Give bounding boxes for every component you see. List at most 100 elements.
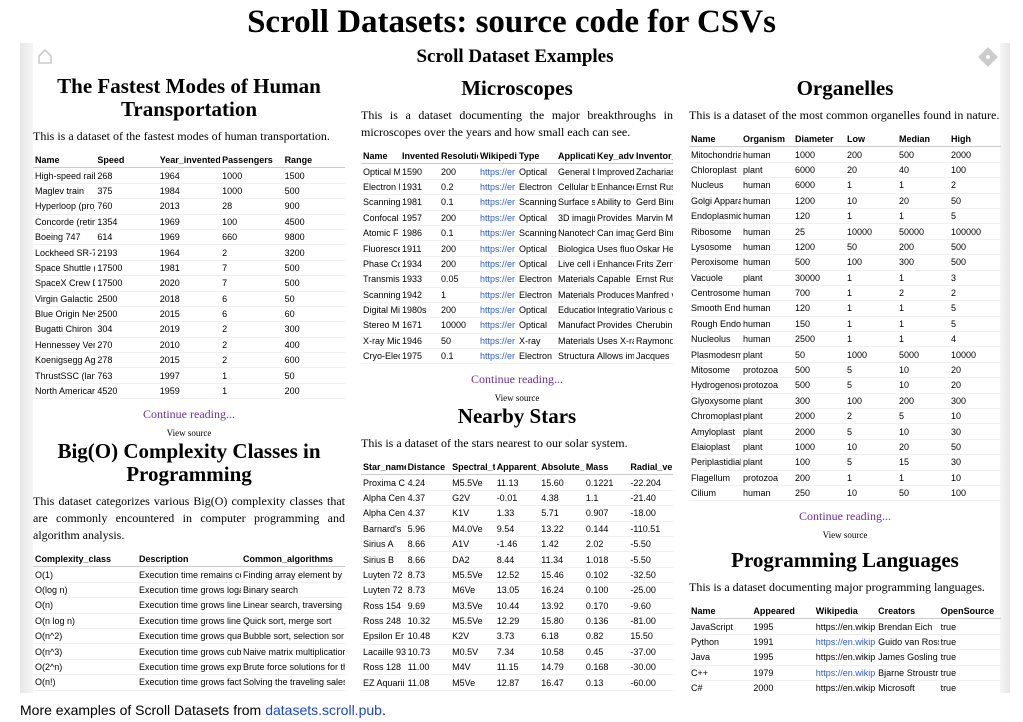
- table-cell: 1354: [95, 214, 158, 230]
- column-header: Low: [845, 132, 897, 148]
- table-cell: 1: [897, 300, 949, 317]
- link-cell[interactable]: https://er: [478, 302, 517, 319]
- table-cell: human: [741, 223, 793, 240]
- table-cell: M5Ve: [450, 690, 495, 693]
- continue-link[interactable]: Continue reading...: [799, 509, 891, 524]
- link-cell[interactable]: https://er: [478, 225, 517, 242]
- continue-link[interactable]: Continue reading...: [143, 407, 235, 422]
- table-cell: C#: [689, 680, 752, 693]
- table-cell: 1000: [845, 346, 897, 363]
- table-cell: Proxima C: [361, 474, 406, 491]
- column-header: High: [949, 132, 1001, 148]
- table-cell: 1931: [400, 179, 439, 196]
- table-cell: Amyloplast: [689, 423, 741, 440]
- table-row: C# 2000 https://en.wikip Microsoft true: [689, 680, 1001, 693]
- table-cell: 5: [845, 362, 897, 379]
- link-cell[interactable]: https://er: [478, 287, 517, 303]
- link-cell[interactable]: https://er: [478, 348, 517, 365]
- table-cell: 3: [949, 270, 1001, 286]
- table-cell: -5.50: [628, 551, 673, 568]
- link-cell[interactable]: https://er: [478, 333, 517, 350]
- column-header: Range: [282, 153, 345, 169]
- table-body: Mitochondria human 1000 200 500 2000 Chloropla…: [689, 146, 1001, 502]
- table-cell: M5.5Ve: [450, 474, 495, 491]
- link-cell[interactable]: https://er: [478, 256, 517, 273]
- table-cell: 4.37: [405, 490, 451, 507]
- footer-link[interactable]: datasets.scroll.pub: [265, 702, 382, 718]
- table-cell: Maglev train: [33, 183, 96, 200]
- table-cell: Provides: [595, 210, 634, 226]
- table-cell: 1000: [793, 146, 845, 163]
- table-cell: C++: [689, 665, 752, 681]
- link-cell[interactable]: https://er: [478, 210, 517, 226]
- table-cell: protozoa: [741, 377, 793, 394]
- table-cell: X-ray: [517, 333, 556, 350]
- table-cell: human: [741, 177, 793, 194]
- link-cell[interactable]: https://er: [478, 163, 517, 180]
- table-cell: 13.92: [539, 598, 584, 614]
- link-cell[interactable]: https://en.wikip: [813, 634, 877, 651]
- source-link[interactable]: View source: [166, 428, 212, 439]
- source-link[interactable]: View source: [494, 393, 540, 404]
- git-icon[interactable]: [978, 47, 998, 67]
- table-cell: https://en.wikip: [813, 649, 877, 666]
- table-cell: Rough Endo: [689, 316, 741, 333]
- table-row: Koenigsegg Ag 278 2015 2 600: [33, 352, 345, 369]
- table-cell: 760: [95, 198, 158, 215]
- link-cell[interactable]: https://er: [478, 317, 517, 334]
- table-cell: 1: [220, 383, 283, 400]
- table-cell: 1.42: [539, 536, 584, 553]
- table-row: Barnard's 5.96 M4.0Ve 9.54 13.22 0.144 -110.51: [361, 521, 673, 537]
- table-cell: 100: [220, 214, 283, 230]
- table-body: O(1) Execution time remains co Finding arr…: [33, 566, 345, 691]
- link-cell[interactable]: https://er: [478, 271, 517, 288]
- table-cell: 10: [897, 423, 949, 440]
- table-cell: Brute force solutions for th: [241, 659, 345, 676]
- table-cell: 8.73: [405, 567, 451, 584]
- table-cell: JavaScript: [689, 618, 752, 635]
- table-cell: 7.34: [494, 644, 540, 661]
- table-cell: Cryo-Elec: [361, 348, 400, 365]
- table-cell: 0.144: [583, 521, 629, 537]
- table-cell: SpaceX Crew D: [33, 275, 96, 292]
- home-icon[interactable]: [36, 47, 54, 65]
- table-cell: 2500: [793, 331, 845, 348]
- table-cell: 0.102: [583, 567, 629, 584]
- column-header: Common_algorithms: [241, 552, 345, 568]
- table-row: Flagellum protozoa 200 1 1 10: [689, 470, 1001, 486]
- table-cell: Produces: [595, 287, 634, 303]
- table-head: Name Appeared Wikipedia Creators OpenSource: [689, 604, 1001, 620]
- table-cell: Centrosome: [689, 285, 741, 302]
- table-cell: 2: [949, 177, 1001, 194]
- link-cell[interactable]: https://en.wikip: [813, 665, 877, 681]
- link-cell[interactable]: https://er: [478, 179, 517, 196]
- column-header: Name: [689, 604, 752, 620]
- table-cell: Execution time grows line: [137, 613, 241, 629]
- table-cell: 1946: [400, 333, 439, 350]
- table-row: Luyten 72 8.73 M6Ve 13.05 16.24 0.100 -25.00: [361, 582, 673, 599]
- table-cell: 8.44: [494, 551, 540, 568]
- table-cell: Electron: [517, 348, 556, 365]
- table-cell: 10.58: [539, 644, 584, 661]
- continue-link[interactable]: Continue reading...: [471, 372, 563, 387]
- table-row: Hyperloop (proj 760 2013 28 900: [33, 198, 345, 215]
- table-cell: 2: [949, 285, 1001, 302]
- table-cell: 20: [897, 439, 949, 456]
- table-cell: 2: [220, 352, 283, 369]
- source-link[interactable]: View source: [822, 530, 868, 541]
- table-row: Amyloplast plant 2000 5 10 30: [689, 423, 1001, 440]
- table-cell: 200: [439, 210, 478, 226]
- table-cell: 60: [282, 306, 345, 323]
- table-cell: M5.5Ve: [450, 567, 495, 584]
- table-cell: 30: [949, 423, 1001, 440]
- table-cell: plant: [741, 439, 793, 456]
- link-cell[interactable]: https://er: [478, 240, 517, 257]
- table-cell: 1934: [400, 256, 439, 273]
- table-cell: 120: [793, 300, 845, 317]
- table-cell: 1: [220, 367, 283, 384]
- link-cell[interactable]: https://er: [478, 194, 517, 211]
- table-cell: plant: [741, 454, 793, 471]
- table-cell: plant: [741, 393, 793, 410]
- table-cell: X-ray Mic: [361, 333, 400, 350]
- data-table: Name Invented Resolutio Wikipedi Type Applica…: [361, 149, 673, 365]
